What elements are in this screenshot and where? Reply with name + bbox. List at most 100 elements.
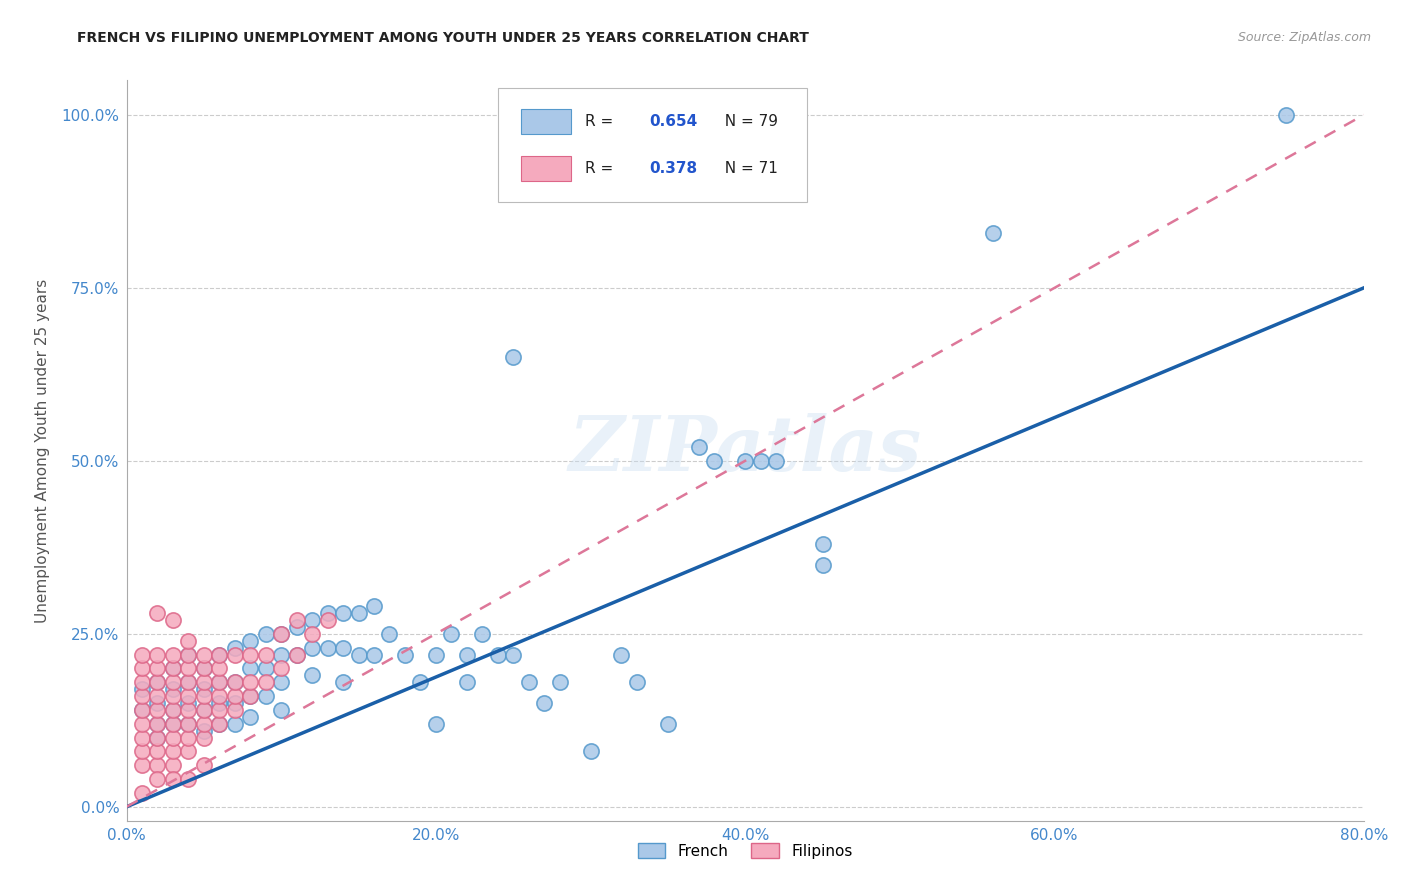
Point [146,696,169,710]
Point [177,689,200,703]
Point [270,627,292,641]
Point [316,640,339,655]
Point [208,675,231,690]
Point [270,703,292,717]
Point [208,648,231,662]
Point [131,786,153,800]
Point [177,633,200,648]
Point [193,682,215,697]
Point [193,703,215,717]
Point [162,744,184,758]
Point [270,627,292,641]
Point [224,675,246,690]
Point [332,640,354,655]
FancyBboxPatch shape [522,156,571,181]
Point [626,675,648,690]
Point [486,648,509,662]
Point [162,661,184,675]
Text: R =: R = [585,114,619,129]
Point [131,703,153,717]
Point [579,744,602,758]
Point [193,731,215,745]
Point [703,454,725,468]
Point [347,648,370,662]
Text: ZIPatlas: ZIPatlas [568,414,922,487]
Point [131,689,153,703]
Text: R =: R = [585,161,619,177]
Text: Source: ZipAtlas.com: Source: ZipAtlas.com [1237,31,1371,45]
Point [162,648,184,662]
Point [363,648,385,662]
Point [548,675,571,690]
Point [332,606,354,620]
Point [285,613,308,627]
Text: N = 71: N = 71 [714,161,778,177]
Point [208,716,231,731]
Point [517,675,540,690]
Point [254,689,277,703]
Point [239,675,262,690]
Point [811,558,834,572]
Point [456,675,478,690]
Point [270,675,292,690]
Text: FRENCH VS FILIPINO UNEMPLOYMENT AMONG YOUTH UNDER 25 YEARS CORRELATION CHART: FRENCH VS FILIPINO UNEMPLOYMENT AMONG YO… [77,31,810,45]
Point [193,689,215,703]
Text: 0.378: 0.378 [650,161,697,177]
Point [177,661,200,675]
Point [193,716,215,731]
Point [502,350,524,364]
Point [193,703,215,717]
Point [177,716,200,731]
Point [765,454,787,468]
Point [146,689,169,703]
Point [301,613,323,627]
Point [688,440,710,454]
Point [224,703,246,717]
Point [734,454,756,468]
Point [239,689,262,703]
FancyBboxPatch shape [522,109,571,134]
FancyBboxPatch shape [498,87,807,202]
Point [301,668,323,682]
Point [131,716,153,731]
Point [471,627,494,641]
Point [131,731,153,745]
Point [1275,108,1298,122]
Point [162,689,184,703]
Point [146,703,169,717]
Point [254,661,277,675]
Point [146,675,169,690]
Point [502,648,524,662]
Point [208,661,231,675]
Point [177,648,200,662]
Point [285,648,308,662]
Point [208,648,231,662]
Point [193,661,215,675]
Point [177,731,200,745]
Point [162,613,184,627]
Point [363,599,385,614]
Point [208,716,231,731]
Point [146,675,169,690]
Point [177,716,200,731]
Point [224,640,246,655]
Point [131,648,153,662]
Point [208,675,231,690]
Point [270,648,292,662]
Point [162,703,184,717]
Y-axis label: Unemployment Among Youth under 25 years: Unemployment Among Youth under 25 years [35,278,51,623]
Point [409,675,432,690]
Point [162,661,184,675]
Point [224,675,246,690]
Point [254,627,277,641]
Point [162,675,184,690]
Point [177,675,200,690]
Point [332,675,354,690]
Point [239,661,262,675]
Point [146,661,169,675]
Point [177,703,200,717]
Point [146,772,169,786]
Point [208,703,231,717]
Point [239,710,262,724]
Point [347,606,370,620]
